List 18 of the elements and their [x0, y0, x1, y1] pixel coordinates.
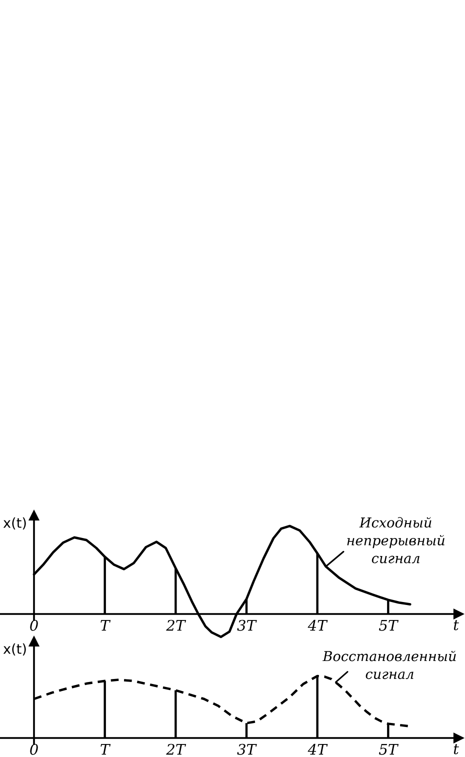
x-tick-label: 2T — [166, 620, 186, 631]
x-tick-label: 0 — [30, 620, 38, 631]
x-tick-label: 4T — [308, 620, 328, 631]
y-axis-title: x(t) — [3, 643, 26, 656]
x-tick-label: 3T — [237, 620, 257, 631]
x-tick-label: T — [100, 744, 111, 755]
x-tick-label: 4T — [308, 744, 328, 755]
annotation: Исходный непрерывный сигнал — [347, 517, 444, 564]
annotation: Восстановленный сигнал — [322, 650, 456, 680]
x-tick-label: T — [100, 620, 111, 631]
x-axis-title: t — [454, 744, 459, 754]
x-tick-label: 5T — [378, 620, 399, 631]
y-axis-title: x(t) — [3, 517, 26, 530]
x-tick-label: 3T — [237, 744, 257, 755]
x-tick-label: 5T — [378, 744, 399, 755]
x-axis-title: t — [454, 620, 459, 630]
x-tick-label: 2T — [166, 744, 186, 755]
x-tick-label: 0 — [30, 744, 38, 755]
